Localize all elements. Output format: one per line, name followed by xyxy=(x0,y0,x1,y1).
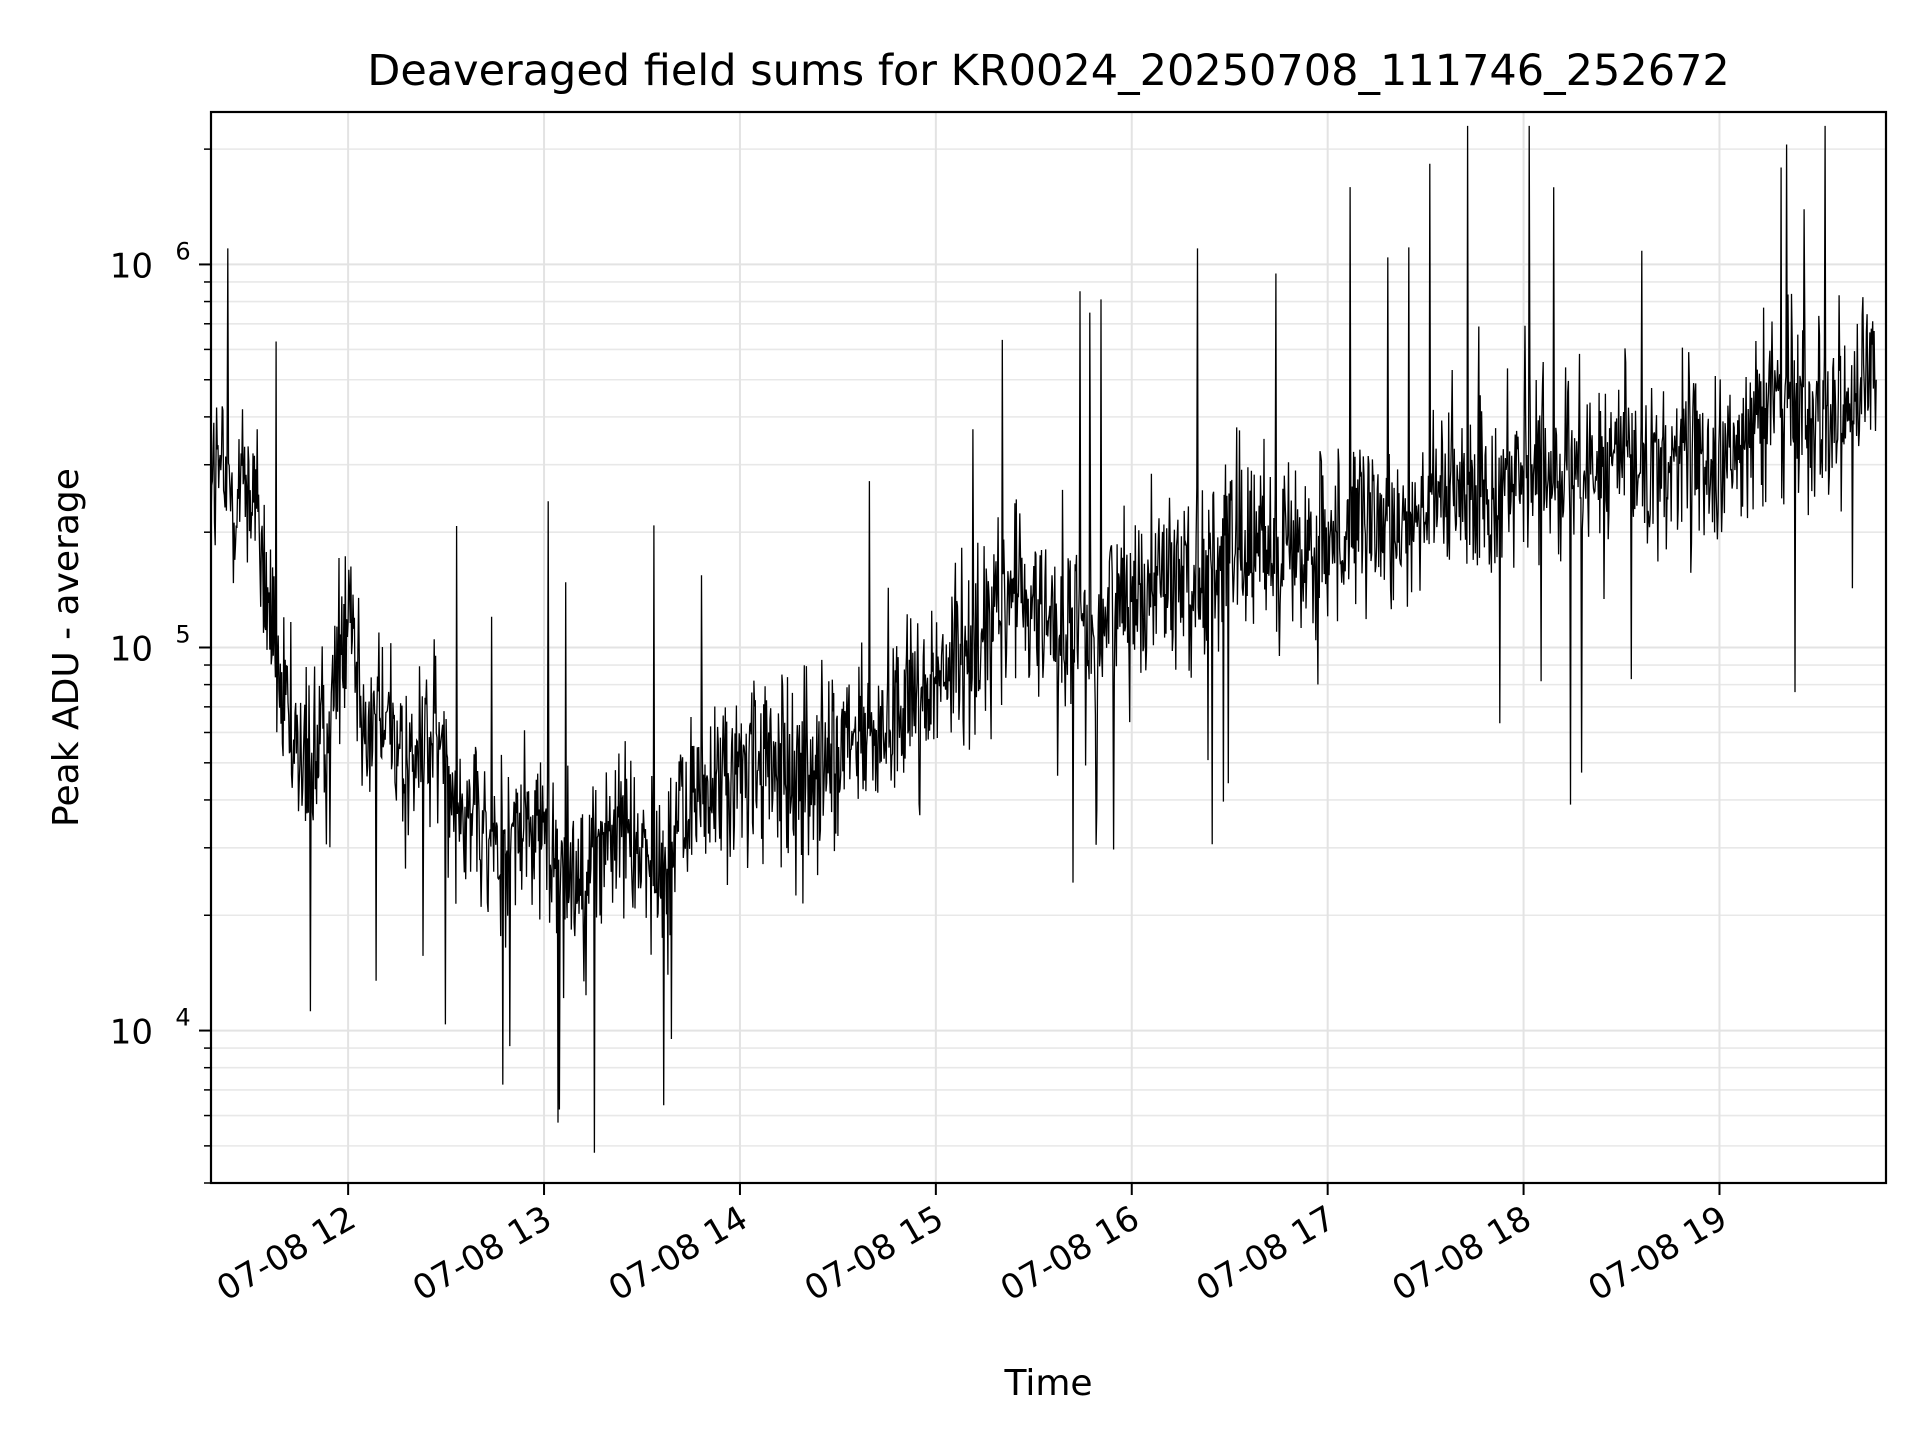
x-tick-label: 07-08 14 xyxy=(602,1198,754,1309)
y-axis-label: Peak ADU - average xyxy=(46,468,87,827)
plot-frame xyxy=(209,110,1888,1185)
grid xyxy=(211,112,1886,1184)
y-tick-label: 10 xyxy=(110,246,153,286)
x-tick-label: 07-08 15 xyxy=(798,1198,950,1309)
series-line-0 xyxy=(210,125,1877,1153)
chart-title: Deaveraged field sums for KR0024_2025070… xyxy=(367,46,1730,96)
x-tick-label: 07-08 18 xyxy=(1386,1198,1538,1309)
y-tick-label: 10 xyxy=(110,1013,153,1053)
y-tick-exponent: 6 xyxy=(175,237,190,265)
series-layer xyxy=(210,125,1877,1153)
y-tick-exponent: 4 xyxy=(175,1004,190,1032)
x-tick-label: 07-08 12 xyxy=(210,1198,362,1309)
y-tick-exponent: 5 xyxy=(175,621,190,649)
x-tick-label: 07-08 13 xyxy=(406,1198,558,1309)
x-tick-label: 07-08 16 xyxy=(994,1198,1146,1309)
x-axis-label: Time xyxy=(1003,1363,1092,1404)
x-tick-label: 07-08 19 xyxy=(1582,1198,1734,1309)
y-tick-label: 10 xyxy=(110,630,153,670)
x-tick-label: 07-08 17 xyxy=(1190,1198,1342,1309)
